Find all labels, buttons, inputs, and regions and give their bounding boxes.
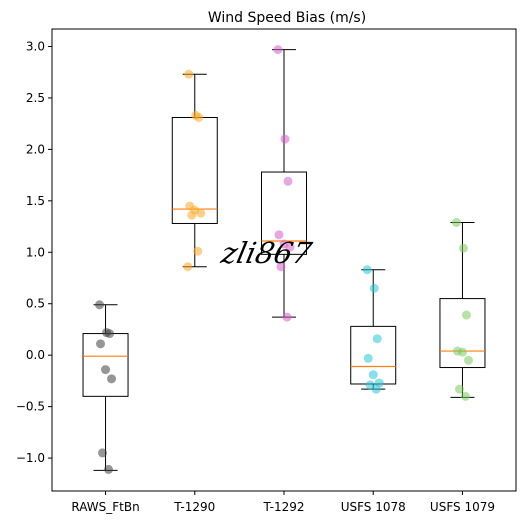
data-point [460, 391, 470, 401]
data-point [98, 448, 108, 458]
data-point [280, 134, 290, 144]
data-point [371, 384, 381, 394]
data-point [363, 353, 373, 363]
data-point [105, 329, 115, 339]
data-point [458, 243, 468, 253]
x-tick-label: RAWS_FtBn [71, 500, 139, 514]
data-point [184, 69, 194, 79]
data-point [461, 310, 471, 320]
data-point [107, 374, 117, 384]
x-tick-label: USFS 1079 [430, 500, 495, 514]
data-point [274, 230, 284, 240]
y-tick-label: 3.0 [26, 39, 45, 53]
y-tick-label: 2.5 [26, 91, 45, 105]
data-point [451, 217, 461, 227]
data-point [183, 262, 193, 272]
data-point [454, 384, 464, 394]
data-point [372, 334, 382, 344]
data-point [282, 312, 292, 322]
y-tick-label: 0.0 [26, 348, 45, 362]
y-tick-label: 1.0 [26, 245, 45, 259]
data-point [362, 265, 372, 275]
data-point [96, 339, 106, 349]
box-iqr [261, 171, 307, 255]
data-point [193, 246, 203, 256]
y-tick-label: −0.5 [16, 400, 45, 414]
data-point [463, 355, 473, 365]
box-iqr [82, 333, 129, 397]
data-point [104, 464, 114, 474]
y-tick-label: 1.5 [26, 194, 45, 208]
data-point [187, 210, 197, 220]
data-point [101, 365, 111, 375]
data-point [369, 283, 379, 293]
x-tick-label: USFS 1078 [341, 500, 406, 514]
y-tick-label: 0.5 [26, 297, 45, 311]
plot-frame [51, 28, 517, 492]
chart-title: Wind Speed Bias (m/s) [208, 10, 366, 26]
y-tick-label: 2.0 [26, 142, 45, 156]
data-point [196, 208, 206, 218]
x-tick-label: T-1292 [262, 500, 304, 514]
data-point [95, 300, 105, 310]
data-point [194, 112, 204, 122]
y-tick-label: −1.0 [16, 451, 45, 465]
box-iqr [439, 298, 486, 369]
data-point [273, 45, 283, 55]
data-point [283, 176, 293, 186]
data-point [276, 262, 286, 272]
data-point [457, 347, 467, 357]
plot-area: −1.0 −0.5 0.0 0.5 1.0 1.5 2.0 2.5 3.0 RAWS_FtBn T-… [16, 39, 495, 514]
data-point [285, 242, 295, 252]
x-tick-label: T-1290 [173, 500, 215, 514]
data-point [368, 370, 378, 380]
